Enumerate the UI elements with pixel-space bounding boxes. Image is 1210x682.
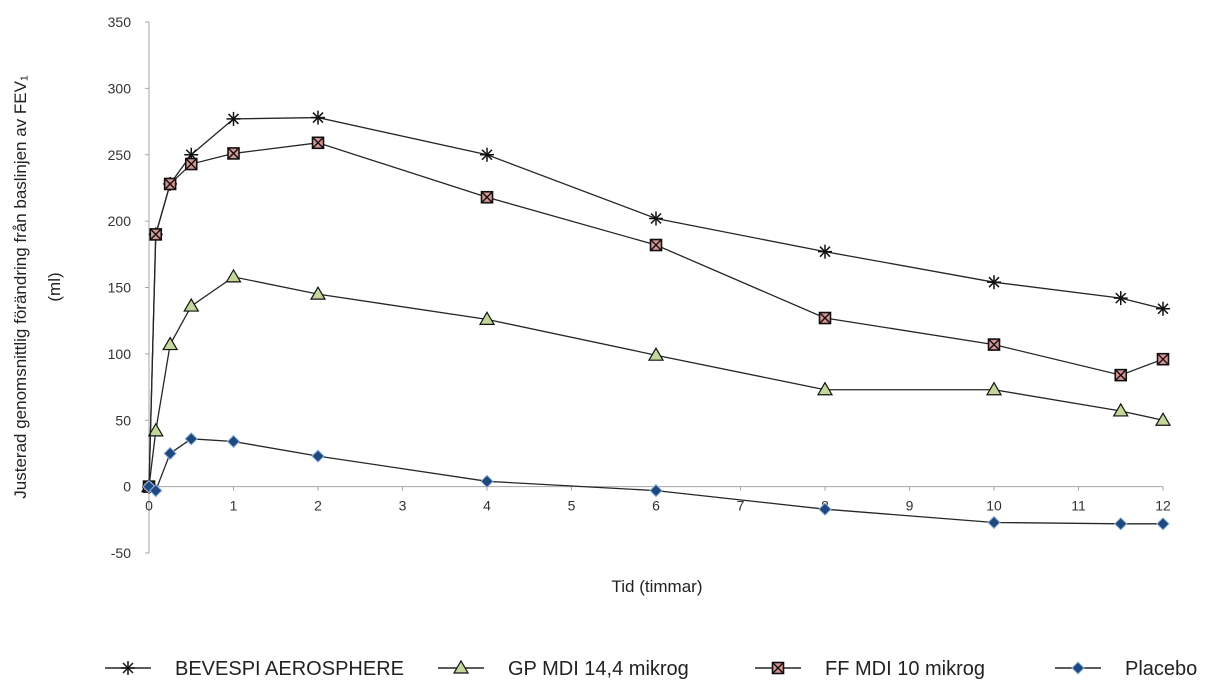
x-tick-label: 9 bbox=[906, 498, 914, 514]
data-point bbox=[452, 659, 470, 674]
data-point bbox=[309, 285, 327, 300]
data-point bbox=[818, 502, 832, 516]
data-point bbox=[1114, 368, 1128, 382]
legend-label: FF MDI 10 mikrog bbox=[825, 658, 985, 680]
series-0 bbox=[142, 110, 1170, 494]
data-point bbox=[1154, 412, 1172, 426]
data-point bbox=[818, 244, 832, 259]
data-point bbox=[121, 661, 135, 675]
legend-item: GP MDI 14,4 mikrog bbox=[438, 658, 689, 680]
y-tick-label: 300 bbox=[108, 80, 132, 96]
y-tick-label: 350 bbox=[108, 14, 132, 30]
data-point bbox=[480, 190, 494, 204]
y-tick-label: 50 bbox=[115, 412, 131, 428]
series-layer bbox=[140, 110, 1172, 531]
data-point bbox=[1114, 517, 1128, 531]
data-point bbox=[149, 228, 163, 241]
data-point bbox=[226, 434, 241, 449]
data-point bbox=[1156, 517, 1170, 531]
y-tick-label: 200 bbox=[108, 213, 132, 229]
data-point bbox=[771, 661, 785, 675]
legend-item: Placebo bbox=[1055, 658, 1197, 680]
x-tick-label: 11 bbox=[1071, 498, 1086, 514]
x-tick-label: 2 bbox=[314, 498, 322, 514]
data-point bbox=[987, 338, 1001, 351]
data-point bbox=[985, 381, 1003, 396]
legend-label: BEVESPI AEROSPHERE bbox=[175, 658, 404, 680]
data-point bbox=[649, 211, 663, 226]
series-line bbox=[148, 142, 1164, 487]
data-point bbox=[311, 136, 325, 150]
data-point bbox=[184, 157, 198, 171]
legend-item: BEVESPI AEROSPHERE bbox=[105, 658, 404, 680]
data-point bbox=[163, 177, 177, 191]
legend-label: GP MDI 14,4 mikrog bbox=[508, 658, 689, 680]
x-tick-label: 5 bbox=[568, 498, 576, 514]
data-point bbox=[1156, 352, 1170, 366]
data-point bbox=[647, 347, 665, 361]
legend: BEVESPI AEROSPHERE GP MDI 14,4 mikrog FF M… bbox=[105, 658, 1197, 680]
axes: -500501001502002503003500123456789101112 bbox=[108, 14, 1171, 561]
x-tick-label: 12 bbox=[1155, 498, 1171, 514]
data-point bbox=[227, 147, 240, 160]
y-tick-label: 100 bbox=[108, 346, 132, 362]
series-line bbox=[148, 438, 1163, 525]
y-tick-label: 150 bbox=[108, 280, 132, 296]
x-tick-label: 10 bbox=[986, 498, 1002, 514]
data-point bbox=[311, 449, 325, 463]
x-tick-label: 7 bbox=[737, 498, 745, 514]
data-point bbox=[478, 311, 496, 325]
data-point bbox=[184, 432, 198, 446]
data-point bbox=[149, 483, 163, 498]
data-point bbox=[163, 446, 177, 461]
series-line bbox=[148, 276, 1164, 487]
data-point bbox=[649, 238, 663, 252]
data-point bbox=[183, 297, 200, 312]
series-2 bbox=[142, 136, 1170, 493]
data-point bbox=[1112, 402, 1129, 417]
x-tick-label: 0 bbox=[145, 498, 153, 514]
data-point bbox=[987, 275, 1001, 290]
data-point bbox=[311, 110, 325, 125]
y-tick-label: 0 bbox=[123, 479, 131, 495]
data-point bbox=[225, 268, 242, 283]
y-tick-label: 250 bbox=[108, 147, 132, 163]
x-tick-label: 1 bbox=[230, 498, 238, 514]
x-tick-label: 4 bbox=[483, 498, 491, 514]
data-point bbox=[1113, 291, 1128, 306]
y-tick-label: -50 bbox=[111, 545, 131, 561]
data-point bbox=[480, 147, 494, 162]
legend-item: FF MDI 10 mikrog bbox=[755, 658, 985, 680]
y-axis-title: Justerad genomsnittlig förändring från b… bbox=[11, 75, 30, 499]
data-point bbox=[649, 483, 663, 498]
series-3 bbox=[142, 432, 1170, 531]
x-tick-label: 6 bbox=[652, 498, 660, 514]
x-tick-label: 3 bbox=[399, 498, 407, 514]
data-point bbox=[162, 336, 179, 351]
data-point bbox=[147, 422, 164, 437]
data-point bbox=[226, 111, 241, 126]
legend-label: Placebo bbox=[1125, 658, 1197, 680]
series-line bbox=[148, 116, 1164, 487]
data-point bbox=[1071, 661, 1085, 675]
data-point bbox=[818, 311, 832, 325]
data-point bbox=[816, 381, 834, 396]
data-point bbox=[1156, 301, 1170, 316]
x-axis-title: Tid (timmar) bbox=[612, 577, 703, 596]
y-axis-unit: (ml) bbox=[45, 272, 64, 301]
series-1 bbox=[140, 268, 1172, 493]
data-point bbox=[987, 515, 1001, 530]
data-point bbox=[480, 474, 494, 489]
